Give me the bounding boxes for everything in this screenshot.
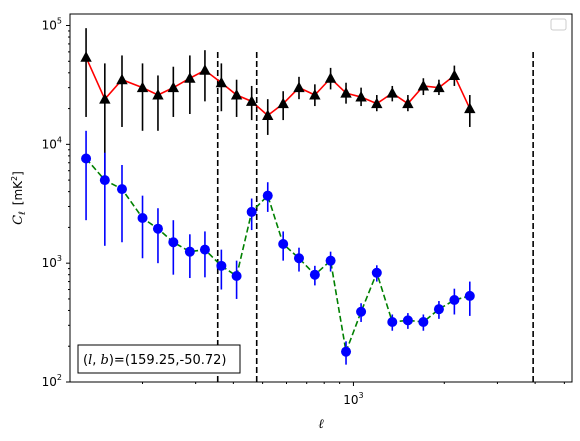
circle-series-point-1: [81, 153, 92, 164]
y-tick-label-2: 102: [42, 373, 62, 389]
circle-series-point-3: [116, 184, 127, 195]
circle-series-point-15: [309, 269, 320, 280]
annotation-value: =(159.25,-50.72): [114, 353, 227, 368]
y-axis-label-unit-close: ]: [11, 171, 25, 176]
annotation-open: (: [83, 353, 88, 368]
triangle-series: [80, 28, 476, 181]
x-tick-base: 10: [343, 393, 358, 407]
circle-series-point-9: [216, 260, 227, 271]
y-axis-label: Cℓ [mK2]: [10, 171, 28, 225]
annotation-text: (l, b)=(159.25,-50.72): [83, 353, 227, 368]
circle-series-point-20: [387, 316, 398, 327]
triangle-series-point-16: [324, 72, 337, 83]
triangle-series-point-5: [152, 89, 164, 100]
circle-series-point-23: [433, 304, 444, 315]
triangle-series-point-13: [277, 97, 289, 109]
circle-series-point-4: [137, 212, 148, 223]
circle-series-point-2: [99, 175, 110, 186]
circle-series-point-25: [464, 290, 475, 301]
circle-series: [81, 130, 475, 365]
x-tick-exponent: 3: [359, 391, 364, 400]
triangle-series-point-10: [230, 89, 243, 100]
triangle-series-point-9: [215, 76, 228, 88]
triangle-series-point-8: [199, 64, 211, 75]
y-tick-label-5: 105: [42, 17, 62, 33]
y-tick-base: 10: [42, 19, 57, 33]
annotation-close: ): [109, 353, 114, 368]
coordinate-annotation: (l, b)=(159.25,-50.72): [77, 344, 241, 374]
circle-series-point-24: [449, 294, 460, 305]
annotation-b: b: [101, 353, 109, 368]
y-axis-label-unit-sup: 2: [10, 176, 19, 181]
x-tick-label-3: 103: [343, 391, 363, 407]
triangle-series-point-22: [417, 79, 430, 91]
circle-series-point-6: [168, 237, 179, 248]
annotation-box: [77, 344, 241, 374]
plot-area: [80, 28, 534, 382]
triangle-series-point-19: [371, 97, 383, 109]
y-tick-exponent: 5: [57, 17, 62, 26]
circle-series-point-21: [402, 315, 413, 326]
triangle-series-point-15: [309, 89, 321, 100]
annotation-comma: ,: [92, 353, 100, 368]
triangle-series-point-12: [262, 109, 274, 120]
triangle-series-point-25: [464, 102, 476, 114]
y-tick-label-3: 103: [42, 254, 62, 270]
circle-series-point-8: [199, 244, 210, 255]
triangle-series-point-14: [293, 81, 305, 93]
y-tick-exponent: 3: [57, 254, 62, 263]
plot-clipped-group: [80, 28, 534, 382]
triangle-series-point-24: [448, 69, 461, 80]
circle-series-point-12: [262, 190, 273, 201]
circle-series-point-11: [246, 206, 257, 217]
y-axis-label-subscript: ℓ: [18, 211, 28, 216]
triangle-series-point-18: [355, 91, 367, 102]
y-tick-base: 10: [42, 256, 57, 270]
y-axis-label-unit-open: [mK: [11, 180, 25, 205]
triangle-series-point-20: [386, 87, 398, 98]
circle-series-point-13: [278, 238, 289, 249]
triangle-series-point-21: [402, 97, 414, 109]
y-tick-base: 10: [42, 137, 57, 151]
triangle-series-point-1: [80, 51, 92, 62]
annotation-l: l: [88, 353, 92, 368]
triangle-series-point-6: [167, 81, 180, 93]
triangle-series-point-2: [99, 93, 111, 104]
triangle-series-point-17: [340, 87, 352, 98]
circle-series-point-5: [152, 223, 163, 234]
circle-series-point-10: [231, 270, 242, 281]
circle-series-point-17: [341, 346, 352, 357]
triangle-series-point-23: [433, 81, 445, 93]
y-tick-exponent: 2: [57, 373, 62, 382]
triangle-series-point-3: [116, 73, 128, 85]
circle-series-point-14: [293, 253, 304, 264]
circle-series-point-18: [356, 306, 367, 317]
circle-series-point-19: [371, 267, 382, 278]
y-axis-label-symbol: C: [11, 215, 26, 225]
triangle-series-point-11: [245, 95, 258, 106]
circle-series-point-7: [184, 246, 195, 257]
y-tick-label-4: 104: [42, 135, 62, 151]
y-tick-exponent: 4: [57, 135, 62, 144]
circle-series-point-16: [325, 255, 336, 266]
legend-box: [550, 18, 567, 31]
triangle-series-point-7: [184, 72, 196, 83]
triangle-series-point-4: [136, 81, 149, 93]
circle-series-point-22: [418, 316, 429, 327]
y-tick-base: 10: [42, 375, 57, 389]
x-axis-label: ℓ: [318, 417, 324, 432]
axes-frame: [69, 13, 573, 383]
